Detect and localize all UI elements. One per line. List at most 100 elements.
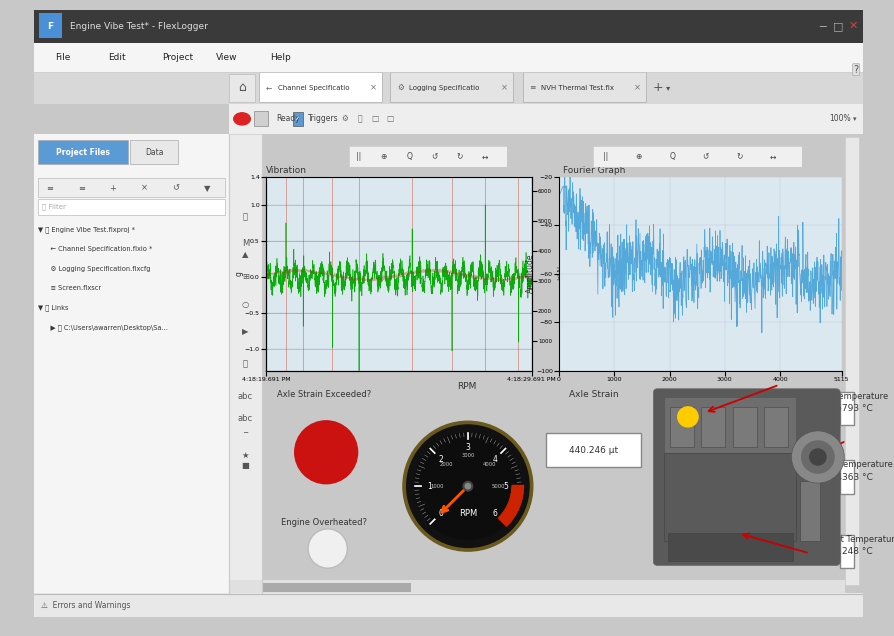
- FancyBboxPatch shape: [34, 593, 862, 617]
- FancyBboxPatch shape: [254, 111, 267, 127]
- Text: 🔍: 🔍: [242, 212, 248, 221]
- FancyBboxPatch shape: [593, 146, 801, 167]
- FancyBboxPatch shape: [130, 140, 178, 165]
- Text: ▶ 📁 C:\Users\awarren\Desktop\Sa...: ▶ 📁 C:\Users\awarren\Desktop\Sa...: [42, 324, 168, 331]
- Text: ↺: ↺: [173, 184, 179, 193]
- Text: 123.248 °C: 123.248 °C: [822, 547, 872, 556]
- Text: ▾: ▾: [665, 83, 669, 92]
- FancyBboxPatch shape: [34, 72, 862, 104]
- Text: Project: Project: [163, 53, 193, 62]
- Text: ⌂: ⌂: [238, 81, 246, 94]
- Text: ≡: ≡: [46, 184, 54, 193]
- Text: ↻: ↻: [736, 153, 742, 162]
- Text: Ready: Ready: [275, 114, 299, 123]
- Text: abc
_: abc _: [238, 414, 253, 433]
- FancyBboxPatch shape: [839, 460, 854, 494]
- Text: Intake Temperature: Intake Temperature: [805, 392, 888, 401]
- FancyBboxPatch shape: [700, 407, 725, 447]
- Circle shape: [677, 407, 697, 427]
- Circle shape: [233, 113, 250, 125]
- Text: 440.246 μt: 440.246 μt: [569, 446, 617, 455]
- Text: +: +: [109, 184, 116, 193]
- FancyBboxPatch shape: [390, 72, 512, 102]
- FancyBboxPatch shape: [38, 140, 128, 165]
- Text: ↔: ↔: [769, 153, 775, 162]
- Text: ≡: ≡: [78, 184, 85, 193]
- Text: Q: Q: [669, 153, 675, 162]
- Text: □: □: [385, 114, 392, 123]
- Text: 2: 2: [438, 455, 443, 464]
- Text: ✓: ✓: [294, 116, 299, 121]
- Circle shape: [809, 449, 825, 465]
- Y-axis label: RPM: RPM: [553, 266, 560, 281]
- Text: ||: ||: [603, 153, 607, 162]
- Text: ⚙: ⚙: [397, 83, 403, 92]
- Text: ↺: ↺: [702, 153, 708, 162]
- Circle shape: [294, 421, 358, 484]
- Text: Logging Specificatio: Logging Specificatio: [409, 85, 478, 91]
- Text: ↻: ↻: [456, 153, 462, 162]
- Text: ★
■: ★ ■: [241, 451, 249, 470]
- Text: 24.5793 °C: 24.5793 °C: [822, 404, 872, 413]
- Text: ⊕: ⊕: [380, 153, 387, 162]
- FancyBboxPatch shape: [293, 112, 303, 125]
- Text: 🚗: 🚗: [242, 359, 248, 368]
- Circle shape: [801, 441, 833, 473]
- Text: ○: ○: [241, 300, 249, 308]
- Circle shape: [414, 433, 520, 539]
- Text: 1000: 1000: [430, 484, 443, 488]
- Text: M
▲: M ▲: [241, 239, 249, 259]
- FancyBboxPatch shape: [34, 10, 862, 43]
- Text: ▼: ▼: [204, 184, 210, 193]
- Text: ⚠  Errors and Warnings: ⚠ Errors and Warnings: [40, 601, 130, 610]
- Text: 0: 0: [438, 509, 443, 518]
- Text: ×: ×: [140, 184, 148, 193]
- FancyBboxPatch shape: [39, 13, 62, 38]
- Text: Axle Strain: Axle Strain: [568, 390, 618, 399]
- Text: 6: 6: [492, 509, 497, 518]
- Text: 🔍 Filter: 🔍 Filter: [42, 204, 66, 211]
- Text: ─: ─: [819, 21, 825, 31]
- Text: □: □: [831, 21, 842, 31]
- Text: Fourier Graph: Fourier Graph: [562, 167, 625, 176]
- Circle shape: [308, 529, 347, 568]
- Text: ||: ||: [356, 153, 361, 162]
- Text: ⚙ Logging Specification.flxcfg: ⚙ Logging Specification.flxcfg: [42, 266, 150, 272]
- Text: Data: Data: [145, 148, 164, 157]
- FancyBboxPatch shape: [229, 104, 862, 134]
- Circle shape: [462, 481, 472, 491]
- Text: 1: 1: [426, 481, 432, 491]
- Text: Exhaust Temperature: Exhaust Temperature: [802, 460, 891, 469]
- Text: 96.4363 °C: 96.4363 °C: [821, 473, 872, 481]
- Text: Q: Q: [406, 153, 411, 162]
- Text: ▼ 📁 Engine Vibe Test.flxproj *: ▼ 📁 Engine Vibe Test.flxproj *: [38, 226, 135, 233]
- FancyBboxPatch shape: [839, 392, 854, 425]
- FancyBboxPatch shape: [34, 134, 229, 594]
- FancyBboxPatch shape: [763, 407, 788, 447]
- Text: 5000: 5000: [492, 484, 505, 488]
- Text: RPM: RPM: [457, 382, 477, 391]
- Text: Engine Vibe Test* - FlexLogger: Engine Vibe Test* - FlexLogger: [71, 22, 208, 31]
- Text: 4000: 4000: [483, 462, 496, 467]
- FancyBboxPatch shape: [667, 533, 793, 562]
- Text: 100%: 100%: [828, 114, 849, 123]
- FancyBboxPatch shape: [34, 43, 862, 72]
- Text: F: F: [47, 22, 54, 31]
- Text: Project Files: Project Files: [56, 148, 110, 157]
- FancyBboxPatch shape: [229, 581, 844, 594]
- FancyBboxPatch shape: [349, 146, 506, 167]
- Text: Vibration: Vibration: [266, 167, 307, 176]
- Text: Edit: Edit: [108, 53, 126, 62]
- Text: ← Channel Specification.flxio *: ← Channel Specification.flxio *: [42, 247, 153, 252]
- Text: RPM: RPM: [459, 509, 477, 518]
- Circle shape: [790, 431, 843, 483]
- FancyBboxPatch shape: [732, 407, 756, 447]
- FancyBboxPatch shape: [545, 433, 640, 467]
- Text: ×: ×: [633, 83, 640, 92]
- FancyBboxPatch shape: [259, 72, 382, 102]
- FancyBboxPatch shape: [262, 583, 410, 592]
- Text: Component Temperature: Component Temperature: [794, 535, 894, 544]
- Text: ↺: ↺: [431, 153, 437, 162]
- FancyBboxPatch shape: [844, 137, 858, 584]
- Text: Channel Specificatio: Channel Specificatio: [277, 85, 349, 91]
